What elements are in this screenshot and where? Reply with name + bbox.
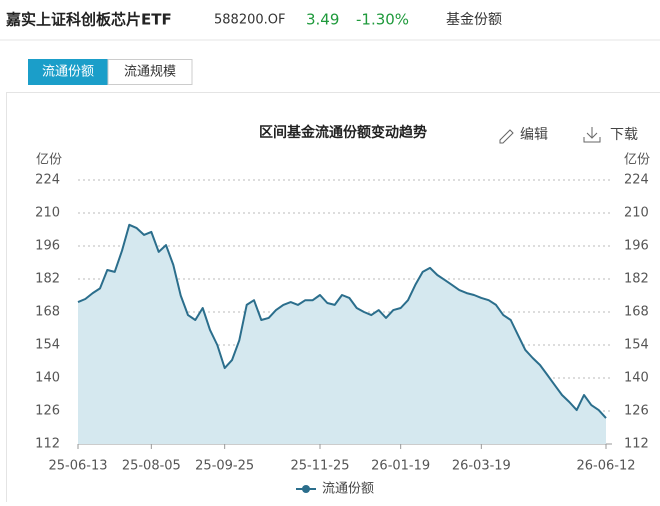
y-tick-label: 112 [35, 437, 60, 452]
y-unit: 亿份 [36, 153, 62, 168]
y2-tick-label: 196 [624, 239, 649, 254]
edit-button[interactable]: 编辑 [520, 127, 548, 143]
y2-tick-label: 140 [624, 371, 649, 386]
price: 3.49 [306, 11, 339, 29]
y2-tick-label: 126 [624, 404, 649, 419]
chart-title: 区间基金流通份额变动趋势 [259, 124, 427, 141]
x-tick-label: 25-11-25 [290, 459, 349, 474]
x-tick-label: 26-06-12 [576, 459, 635, 474]
section-label: 基金份额 [446, 11, 502, 28]
y2-tick-label: 154 [624, 338, 649, 353]
x-tick-label: 25-08-05 [122, 459, 181, 474]
tab-label[interactable]: 流通份额 [42, 65, 94, 80]
y2-tick-label: 168 [624, 305, 649, 320]
fund-title: 嘉实上证科创板芯片ETF [5, 11, 172, 29]
y2-tick-label: 112 [624, 437, 649, 452]
y2-unit: 亿份 [624, 153, 650, 168]
y-tick-label: 140 [35, 371, 60, 386]
y-tick-label: 224 [35, 173, 60, 188]
y2-tick-label: 182 [624, 272, 649, 287]
y-tick-label: 182 [35, 272, 60, 287]
legend-marker [302, 485, 310, 493]
y-tick-label: 154 [35, 338, 60, 353]
x-tick-label: 26-01-19 [371, 459, 430, 474]
y-tick-label: 196 [35, 239, 60, 254]
change: -1.30% [356, 11, 409, 29]
x-tick-label: 26-03-19 [452, 459, 511, 474]
y-tick-label: 126 [35, 404, 60, 419]
y-tick-label: 210 [35, 206, 60, 221]
download-button[interactable]: 下载 [610, 127, 638, 143]
y2-tick-label: 210 [624, 206, 649, 221]
tab-label[interactable]: 流通规模 [124, 65, 176, 80]
y2-tick-label: 224 [624, 173, 649, 188]
x-tick-label: 25-06-13 [48, 459, 107, 474]
legend-label: 流通份额 [322, 482, 374, 497]
x-tick-label: 25-09-25 [195, 459, 254, 474]
fund-code: 588200.OF [214, 13, 285, 28]
y-tick-label: 168 [35, 305, 60, 320]
